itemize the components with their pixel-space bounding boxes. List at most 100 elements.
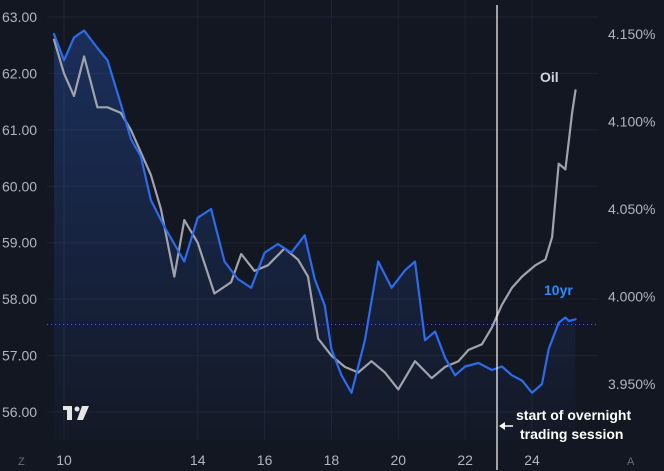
data-point	[501, 365, 503, 368]
right-tick-label: 4.000%	[608, 289, 655, 305]
x-tick-label: 18	[324, 452, 340, 468]
data-point	[491, 326, 493, 329]
tradingview-logo-icon	[63, 406, 89, 420]
data-point	[63, 59, 65, 62]
data-point	[430, 377, 433, 379]
data-point	[511, 374, 513, 377]
corner-label-right[interactable]: A	[627, 456, 635, 468]
data-point	[344, 366, 346, 368]
data-point	[568, 320, 570, 322]
data-point	[106, 106, 109, 109]
data-point	[73, 36, 75, 39]
data-point	[240, 253, 242, 255]
data-point	[83, 29, 85, 32]
x-tick-label: 10	[56, 452, 72, 468]
data-point	[491, 369, 493, 371]
data-point	[290, 251, 293, 254]
data-point	[140, 151, 142, 154]
data-point	[53, 38, 55, 41]
data-point	[53, 33, 55, 35]
right-tick-label: 4.100%	[608, 114, 655, 130]
data-point	[317, 337, 319, 340]
data-point	[534, 264, 537, 267]
data-point	[120, 112, 122, 114]
left-tick-label: 61.00	[2, 122, 37, 138]
left-tick-label: 60.00	[2, 178, 37, 194]
data-point	[297, 258, 299, 261]
data-point	[210, 208, 212, 210]
data-point	[160, 208, 162, 210]
data-point	[564, 168, 567, 171]
data-point	[571, 112, 573, 114]
left-tick-label: 56.00	[2, 404, 37, 420]
data-point	[140, 155, 142, 158]
data-point	[544, 258, 547, 261]
data-point	[150, 199, 152, 202]
data-point	[551, 236, 553, 238]
x-axis: 10 14 16 18 20 22 24	[56, 452, 540, 468]
data-point	[501, 304, 503, 306]
data-point	[73, 95, 75, 97]
right-tick-label: 4.050%	[608, 201, 655, 217]
data-point	[237, 278, 239, 280]
data-point	[83, 55, 85, 58]
data-point	[223, 260, 226, 263]
data-point	[163, 225, 166, 228]
data-point	[404, 269, 406, 272]
data-point	[457, 360, 460, 363]
left-axis: 63.00 62.00 61.00 60.00 59.00 58.00 57.00 56.00	[2, 9, 37, 420]
corner-label-left[interactable]: Z	[18, 456, 25, 468]
data-point	[253, 270, 256, 272]
data-point	[574, 318, 577, 321]
data-point	[541, 383, 543, 385]
data-point	[547, 348, 550, 350]
x-tick-label: 16	[257, 452, 273, 468]
data-point	[166, 241, 169, 244]
data-point	[173, 243, 176, 245]
x-tick-label: 22	[457, 452, 473, 468]
left-tick-label: 62.00	[2, 65, 37, 81]
data-point	[303, 234, 306, 237]
data-point	[414, 360, 416, 363]
x-tick-label: 14	[190, 452, 206, 468]
data-point	[307, 275, 309, 278]
data-point	[521, 275, 523, 278]
data-point	[330, 348, 333, 350]
annotation-line1: start of overnight	[516, 407, 631, 423]
data-point	[568, 140, 570, 142]
data-point	[564, 316, 567, 319]
data-point	[350, 392, 353, 394]
tenyr-series-label: 10yr	[544, 282, 573, 298]
data-point	[377, 260, 380, 263]
left-tick-label: 58.00	[2, 291, 37, 307]
data-point	[106, 59, 109, 62]
data-point	[444, 366, 446, 368]
x-tick-label: 20	[390, 452, 406, 468]
data-point	[557, 322, 560, 324]
data-point	[481, 343, 483, 346]
oil-series-label: Oil	[540, 69, 559, 85]
data-point	[130, 129, 132, 131]
data-point	[96, 106, 99, 109]
data-point	[464, 365, 466, 368]
data-point	[531, 392, 533, 394]
annotation-arrow-icon	[499, 422, 513, 430]
data-point	[250, 287, 252, 289]
data-point	[467, 349, 470, 351]
data-point	[230, 281, 232, 284]
right-axis: 4.150% 4.100% 4.050% 4.000% 3.950%	[608, 26, 655, 392]
data-point	[370, 360, 373, 363]
data-point	[183, 260, 186, 263]
series-area	[54, 30, 576, 440]
data-point	[527, 270, 530, 272]
right-tick-label: 3.950%	[608, 376, 655, 392]
right-tick-label: 4.150%	[608, 26, 655, 42]
annotation-line2: trading session	[520, 426, 623, 442]
data-point	[521, 379, 523, 382]
left-tick-label: 59.00	[2, 235, 37, 251]
data-point	[277, 243, 279, 245]
data-point	[330, 354, 333, 357]
data-point	[511, 287, 513, 289]
